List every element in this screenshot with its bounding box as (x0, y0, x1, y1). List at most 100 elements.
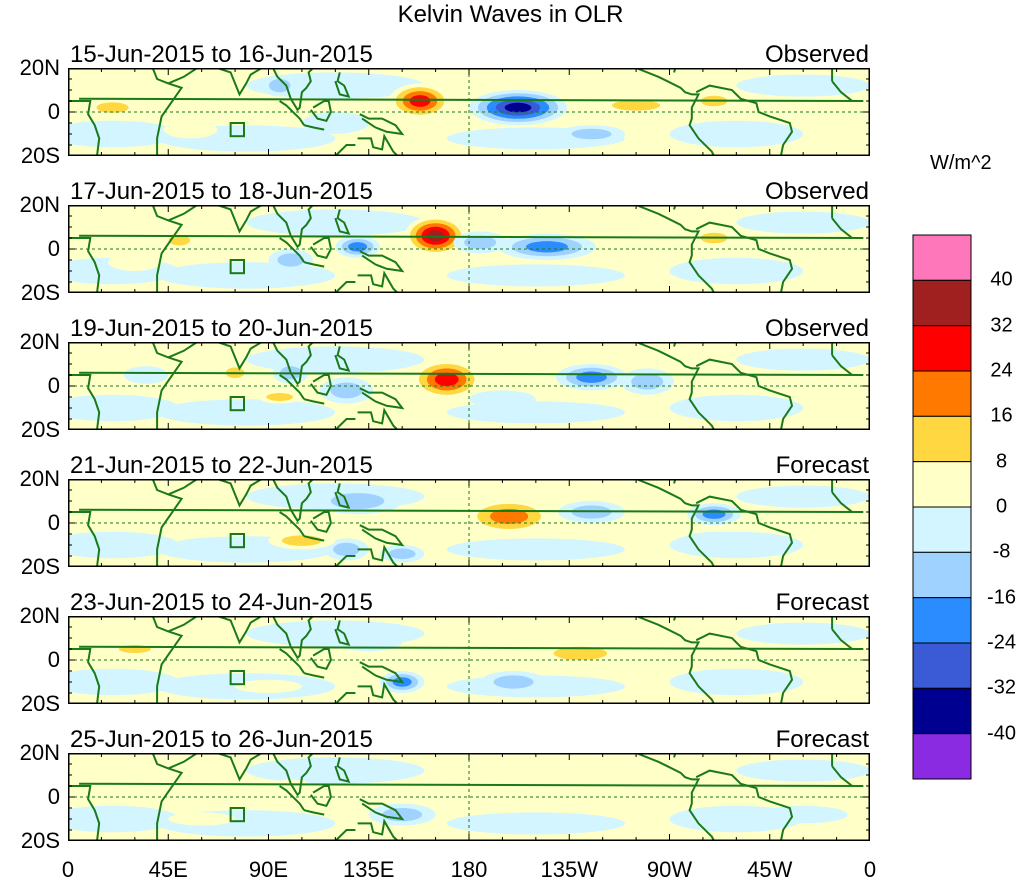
anomaly-contour (266, 393, 294, 401)
anomaly-contour (446, 538, 625, 561)
coastline (357, 681, 399, 704)
olr-map (67, 752, 871, 842)
colorbar-swatch (912, 687, 972, 735)
colorbar-label: -32 (987, 676, 1016, 699)
anomaly-contour (446, 401, 625, 424)
coastline (635, 205, 715, 293)
coastline (635, 342, 715, 430)
coastline (635, 68, 715, 156)
anomaly-contour (163, 120, 218, 139)
panel-date-label: 15-Jun-2015 to 16-Jun-2015 (70, 41, 373, 68)
coastline (334, 483, 351, 510)
anomaly-contour (736, 485, 870, 508)
coastline (357, 407, 399, 430)
coastline (79, 491, 864, 513)
coastline (334, 418, 356, 430)
coastline (669, 68, 677, 73)
panel-date-label: 19-Jun-2015 to 20-Jun-2015 (70, 315, 373, 342)
coastline (216, 753, 263, 782)
map-panel-5: 23-Jun-2015 to 24-Jun-2015 Forecast 20N 0 20… (0, 589, 900, 728)
x-tick-label: 135W (540, 857, 598, 882)
coastline (151, 479, 184, 567)
anomaly-contour (434, 372, 459, 386)
y-tick-label: 20N (19, 329, 60, 354)
coastline (310, 100, 332, 122)
panel-type-label: Observed (764, 41, 869, 68)
y-tick-label: 20S (20, 828, 60, 853)
anomaly-contour (669, 394, 804, 422)
y-tick-label: 20S (20, 280, 60, 305)
coastline (334, 144, 356, 156)
x-tick-label: 135E (343, 857, 395, 882)
coastline (79, 217, 864, 239)
colorbar-label: 8 (995, 450, 1008, 473)
y-tick-label: 0 (47, 373, 60, 398)
coastline (167, 342, 198, 359)
coastline (635, 479, 715, 567)
coastline (68, 648, 101, 704)
colorbar-svg (912, 234, 972, 780)
anomaly-contour (168, 234, 191, 246)
anomaly-contour (504, 102, 532, 113)
anomaly-contour (493, 675, 534, 689)
coastline (68, 374, 101, 430)
coastline (635, 753, 715, 841)
x-tick-label: 180 (450, 857, 488, 882)
coastline (310, 648, 332, 670)
colorbar-label: 0 (995, 495, 1008, 518)
anomaly-contour (446, 812, 625, 835)
colorbar-swatch (912, 325, 972, 372)
x-tick-label: 90E (248, 857, 289, 882)
colorbar-swatch (912, 279, 972, 327)
coastline (357, 133, 399, 156)
panel-type-label: Forecast (775, 726, 869, 753)
x-tick-label: 45W (747, 857, 793, 882)
coastline (334, 692, 356, 704)
anomaly-contour (427, 230, 445, 242)
anomaly-contour (553, 646, 608, 660)
coastline (151, 753, 184, 841)
colorbar-label: -24 (987, 631, 1016, 654)
coastline (669, 205, 677, 210)
anomaly-contour (669, 120, 804, 148)
coastline (303, 398, 325, 405)
map-panel-1: 15-Jun-2015 to 16-Jun-2015 Observed 20N 0 20… (0, 41, 900, 180)
coastline (272, 205, 314, 249)
coastline (357, 544, 399, 567)
coastline (310, 237, 332, 259)
colorbar-label: -8 (992, 540, 1011, 563)
anomaly-contour (446, 264, 625, 287)
coastline (334, 757, 351, 784)
anomaly-contour (168, 812, 236, 826)
coastline (669, 616, 677, 621)
coastline (310, 785, 332, 807)
coastline (229, 396, 245, 412)
coastline (216, 479, 263, 508)
coastline (216, 616, 263, 645)
olr-map (67, 67, 871, 157)
coastline (334, 209, 351, 236)
y-tick-label: 20S (20, 417, 60, 442)
colorbar-label: 32 (990, 314, 1013, 337)
panel-type-label: Observed (764, 315, 869, 342)
anomaly-contour (388, 548, 416, 560)
coastline (669, 342, 677, 347)
coastline (303, 261, 325, 268)
y-tick-label: 0 (47, 99, 60, 124)
coastline (303, 672, 325, 679)
coastline (229, 533, 245, 549)
coastline (359, 661, 405, 684)
coastline (216, 68, 263, 97)
colorbar-swatch (912, 506, 972, 553)
anomaly-contour (246, 209, 425, 236)
anomaly-contour (123, 366, 169, 384)
anomaly-contour (330, 382, 363, 399)
panel-date-label: 25-Jun-2015 to 26-Jun-2015 (70, 726, 373, 753)
panel-type-label: Forecast (775, 589, 869, 616)
colorbar-swatch (912, 370, 972, 417)
coastline (79, 765, 864, 787)
coastline (334, 620, 351, 647)
olr-map (67, 478, 871, 568)
coastline (229, 259, 245, 275)
anomaly-contour (464, 235, 497, 249)
